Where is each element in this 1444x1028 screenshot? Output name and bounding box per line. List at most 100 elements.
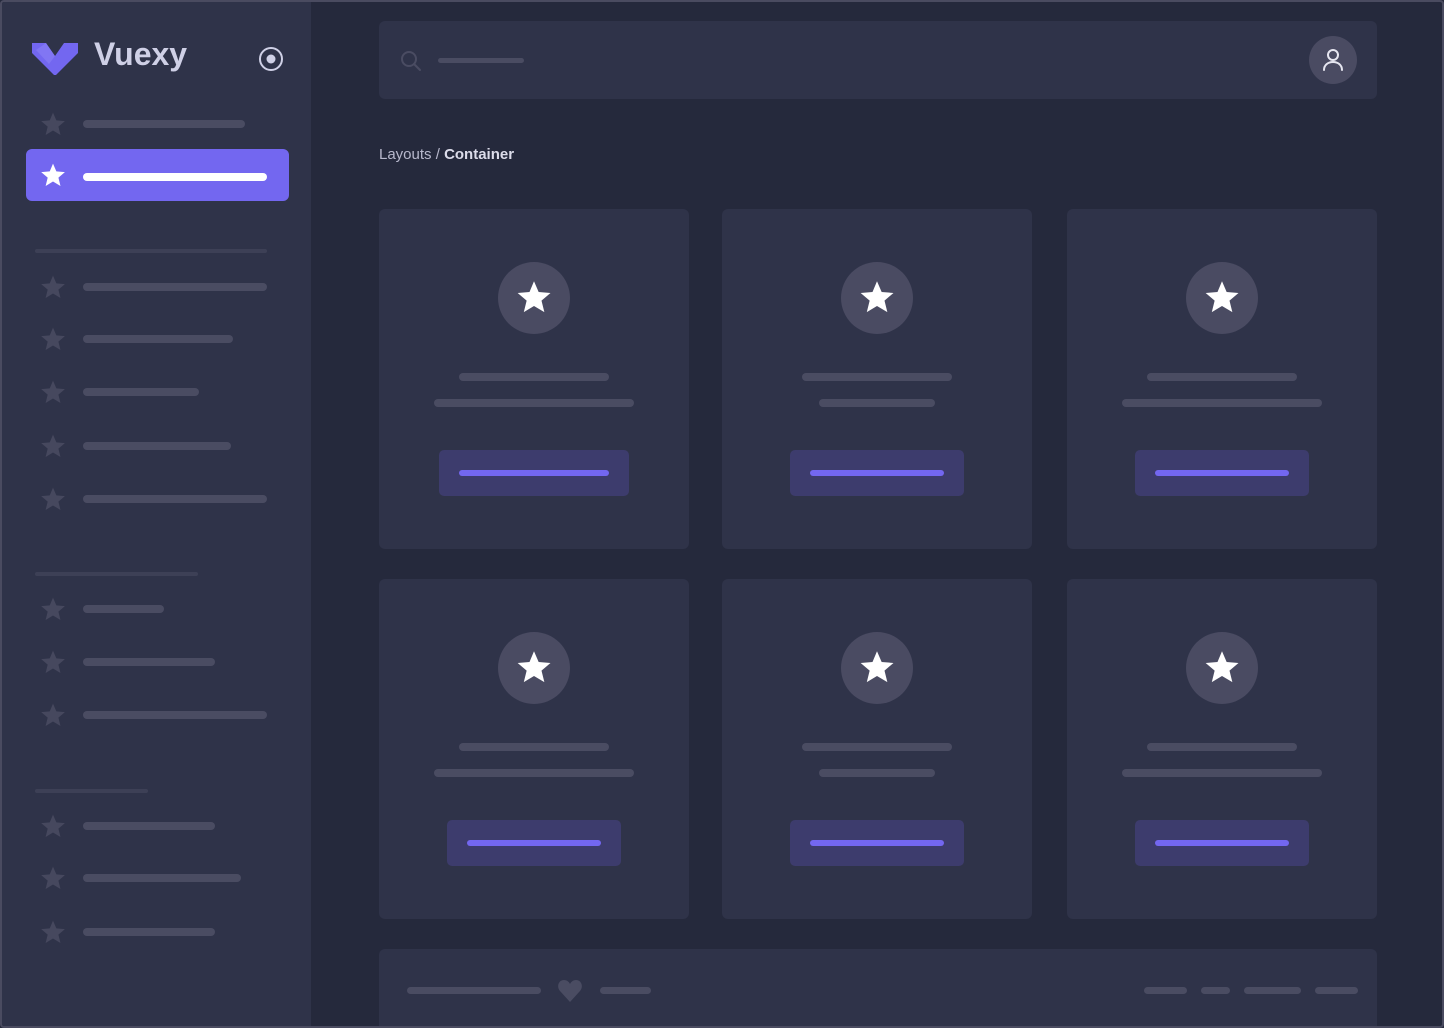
card-button-label-placeholder: [1155, 470, 1289, 476]
star-icon: [41, 380, 65, 403]
sidebar-item[interactable]: [26, 640, 289, 684]
sidebar-item-active[interactable]: [26, 149, 289, 201]
star-icon: [41, 814, 65, 837]
sidebar-item[interactable]: [26, 856, 289, 900]
card-title-placeholder: [802, 373, 952, 381]
app-name: Vuexy: [94, 36, 188, 72]
avatar[interactable]: [1309, 36, 1357, 84]
radio-circle-icon[interactable]: [258, 46, 284, 72]
sidebar-item-label-placeholder: [83, 658, 215, 666]
sidebar-item-label-placeholder: [83, 874, 241, 882]
star-icon: [517, 281, 551, 313]
card-button-label-placeholder: [810, 470, 944, 476]
card-text-placeholder: [434, 769, 634, 777]
card: [379, 579, 689, 919]
card-icon-circle: [841, 632, 913, 704]
sidebar-item-label-placeholder: [83, 388, 199, 396]
card-button-label-placeholder: [1155, 840, 1289, 846]
star-icon: [41, 487, 65, 510]
star-icon: [41, 597, 65, 620]
sidebar-item[interactable]: [26, 910, 289, 954]
footer-link[interactable]: [1144, 987, 1187, 994]
star-icon: [41, 650, 65, 673]
user-icon: [1323, 49, 1343, 71]
sidebar-item-label-placeholder: [83, 928, 215, 936]
breadcrumb: Layouts / Container: [379, 146, 514, 163]
heart-icon: [558, 980, 582, 1002]
star-icon: [41, 920, 65, 943]
card-icon-circle: [1186, 262, 1258, 334]
card-text-placeholder: [819, 769, 935, 777]
card: [1067, 209, 1377, 549]
card-button[interactable]: [447, 820, 621, 866]
star-icon: [517, 651, 551, 683]
card-text-placeholder: [819, 399, 935, 407]
footer-link[interactable]: [1201, 987, 1230, 994]
star-icon: [1205, 281, 1239, 313]
star-icon: [1205, 651, 1239, 683]
breadcrumb-current: Container: [444, 146, 515, 163]
footer-text-placeholder: [600, 987, 651, 994]
star-icon: [41, 703, 65, 726]
sidebar-item[interactable]: [26, 477, 289, 521]
card-title-placeholder: [802, 743, 952, 751]
sidebar-item[interactable]: [26, 804, 289, 848]
card: [1067, 579, 1377, 919]
sidebar-section-divider: [35, 789, 148, 793]
card: [722, 579, 1032, 919]
search-input[interactable]: [438, 58, 524, 63]
card: [722, 209, 1032, 549]
card-button[interactable]: [790, 820, 964, 866]
card-icon-circle: [498, 262, 570, 334]
card: [379, 209, 689, 549]
sidebar-item[interactable]: [26, 693, 289, 737]
sidebar-item-label-placeholder: [83, 120, 245, 128]
card-button[interactable]: [1135, 450, 1309, 496]
star-icon: [860, 281, 894, 313]
sidebar-section-divider: [35, 249, 267, 253]
sidebar-item-label-placeholder: [83, 495, 267, 503]
search-icon[interactable]: [400, 50, 422, 72]
star-icon: [860, 651, 894, 683]
sidebar-item-label-placeholder: [83, 173, 267, 181]
sidebar-item-label-placeholder: [83, 822, 215, 830]
star-icon: [41, 434, 65, 457]
breadcrumb-separator: /: [431, 146, 445, 163]
sidebar: Vuexy: [2, 2, 311, 1026]
sidebar-item[interactable]: [26, 317, 289, 361]
card-text-placeholder: [1122, 399, 1322, 407]
star-icon: [41, 866, 65, 889]
footer: [379, 949, 1377, 1026]
vuexy-logo-icon: [32, 43, 78, 75]
card-button[interactable]: [1135, 820, 1309, 866]
sidebar-item-label-placeholder: [83, 335, 233, 343]
sidebar-item[interactable]: [26, 370, 289, 414]
card-icon-circle: [1186, 632, 1258, 704]
sidebar-item-label-placeholder: [83, 711, 267, 719]
card-button-label-placeholder: [459, 470, 609, 476]
card-icon-circle: [841, 262, 913, 334]
sidebar-item[interactable]: [26, 102, 289, 146]
star-icon: [41, 327, 65, 350]
star-icon: [41, 163, 65, 186]
card-title-placeholder: [459, 743, 609, 751]
card-text-placeholder: [434, 399, 634, 407]
card-text-placeholder: [1122, 769, 1322, 777]
sidebar-item[interactable]: [26, 265, 289, 309]
breadcrumb-parent[interactable]: Layouts: [379, 146, 432, 163]
card-title-placeholder: [1147, 743, 1297, 751]
sidebar-item-label-placeholder: [83, 442, 231, 450]
card-button[interactable]: [439, 450, 629, 496]
sidebar-item[interactable]: [26, 424, 289, 468]
card-title-placeholder: [459, 373, 609, 381]
card-button[interactable]: [790, 450, 964, 496]
sidebar-section-divider: [35, 572, 198, 576]
sidebar-item[interactable]: [26, 587, 289, 631]
footer-text-placeholder: [407, 987, 541, 994]
footer-link[interactable]: [1315, 987, 1358, 994]
sidebar-item-label-placeholder: [83, 605, 164, 613]
card-button-label-placeholder: [467, 840, 601, 846]
card-button-label-placeholder: [810, 840, 944, 846]
footer-link[interactable]: [1244, 987, 1301, 994]
